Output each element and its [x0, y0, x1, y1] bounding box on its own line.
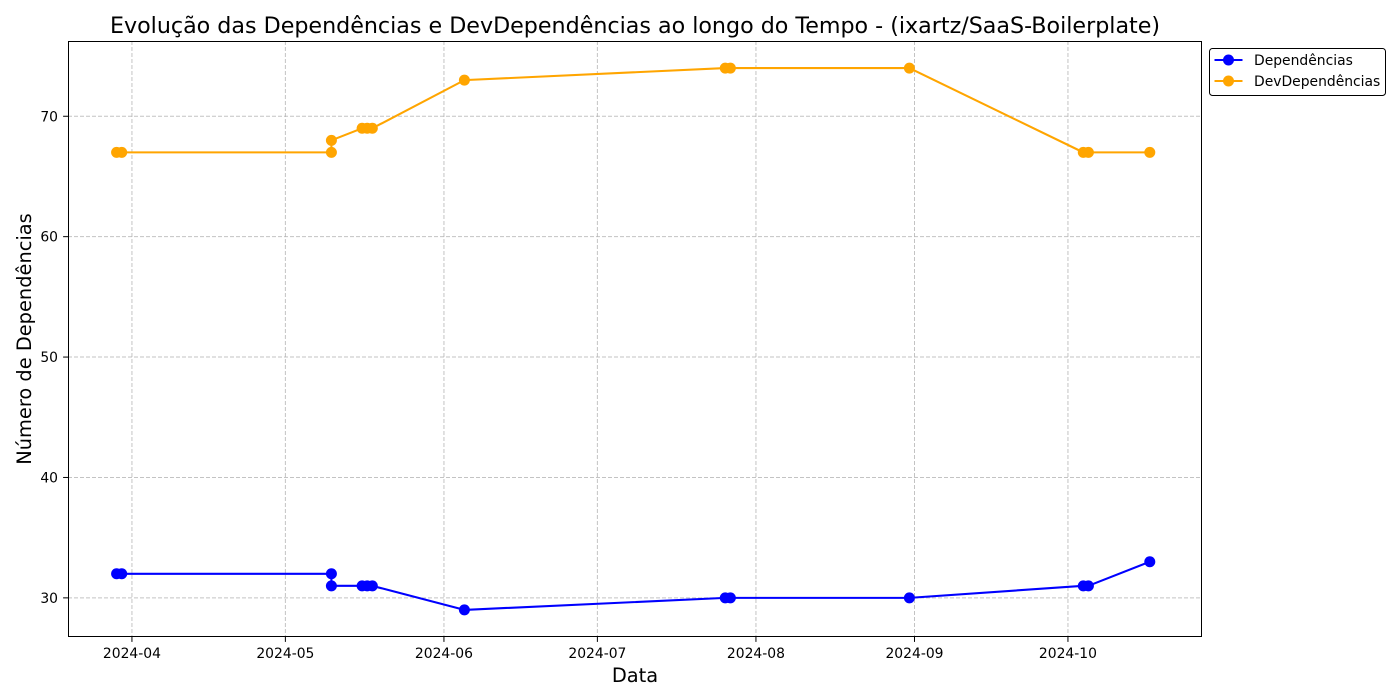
plot-background [68, 41, 1202, 637]
legend-label: Dependências [1254, 53, 1353, 69]
data-point-devdependencias [1082, 146, 1094, 158]
data-point-devdependencias [116, 146, 128, 158]
plot-frame [68, 41, 1202, 637]
data-point-devdependencias [724, 62, 736, 74]
legend: Dependências DevDependências [1209, 48, 1386, 96]
x-tick-label: 2024-07 [568, 646, 626, 662]
y-tick-label: 30 [40, 591, 58, 607]
data-point-devdependencias [325, 146, 337, 158]
axis-ticks: 2024-04 2024-05 2024-06 2024-07 2024-08 2024-… [40, 109, 1097, 662]
data-point-devdependencias [366, 122, 378, 134]
legend-marker-swatch [1223, 54, 1234, 66]
y-tick-label: 40 [40, 470, 58, 486]
x-tick-label: 2024-08 [727, 646, 785, 662]
data-point-dependencias [325, 580, 337, 592]
legend-entry-dependencias: Dependências [1214, 53, 1353, 69]
data-point-devdependencias [1144, 146, 1156, 158]
data-point-dependencias [325, 568, 337, 580]
legend-label: DevDependências [1254, 74, 1380, 90]
data-point-dependencias [116, 568, 128, 580]
data-point-dependencias [724, 592, 736, 604]
data-point-dependencias [1144, 556, 1156, 568]
x-tick-label: 2024-04 [103, 646, 161, 662]
chart-title: Evolução das Dependências e DevDependênc… [110, 13, 1160, 39]
series-dependencias [111, 556, 1156, 616]
x-axis-label: Data [612, 664, 658, 687]
legend-frame [1209, 48, 1386, 96]
data-point-dependencias [903, 592, 915, 604]
legend-marker-swatch [1223, 75, 1234, 87]
x-tick-label: 2024-09 [885, 646, 943, 662]
data-point-devdependencias [325, 134, 337, 146]
data-point-devdependencias [458, 74, 470, 86]
grid [68, 41, 1202, 637]
data-point-devdependencias [903, 62, 915, 74]
x-tick-label: 2024-05 [256, 646, 314, 662]
data-point-dependencias [458, 604, 470, 616]
x-tick-label: 2024-10 [1039, 646, 1097, 662]
x-tick-label: 2024-06 [415, 646, 473, 662]
legend-entry-devdependencias: DevDependências [1214, 74, 1380, 90]
y-tick-label: 60 [40, 230, 58, 246]
data-point-dependencias [366, 580, 378, 592]
series-devdependencias [111, 62, 1156, 158]
data-point-dependencias [1082, 580, 1094, 592]
y-tick-label: 70 [40, 109, 58, 125]
series-layer [111, 62, 1156, 616]
y-tick-label: 50 [40, 350, 58, 366]
y-axis-label: Número de Dependências [13, 213, 36, 465]
